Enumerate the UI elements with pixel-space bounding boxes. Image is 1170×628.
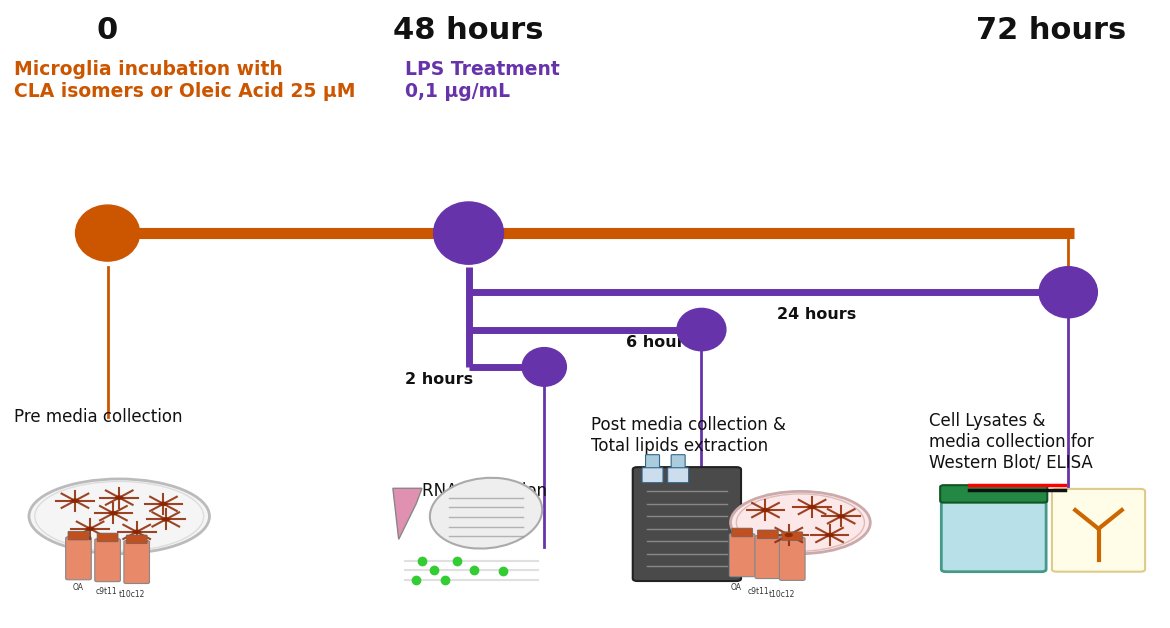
FancyBboxPatch shape	[126, 535, 147, 544]
FancyBboxPatch shape	[782, 532, 803, 541]
Ellipse shape	[807, 505, 817, 509]
Text: 48 hours: 48 hours	[393, 16, 544, 45]
Text: c9t11: c9t11	[96, 587, 117, 595]
Ellipse shape	[76, 205, 139, 261]
Ellipse shape	[70, 499, 80, 503]
FancyBboxPatch shape	[779, 538, 805, 580]
FancyBboxPatch shape	[941, 485, 1047, 502]
FancyBboxPatch shape	[646, 455, 660, 472]
FancyBboxPatch shape	[942, 498, 1046, 571]
Text: 72 hours: 72 hours	[976, 16, 1126, 45]
Ellipse shape	[159, 502, 167, 506]
Text: OA: OA	[73, 583, 83, 592]
Ellipse shape	[522, 348, 566, 386]
Ellipse shape	[434, 202, 503, 264]
FancyBboxPatch shape	[668, 468, 689, 483]
FancyBboxPatch shape	[757, 530, 778, 539]
Ellipse shape	[161, 517, 170, 522]
FancyBboxPatch shape	[66, 537, 91, 580]
Text: Post media collection &
Total lipids extraction: Post media collection & Total lipids ext…	[591, 416, 786, 455]
Text: Cell Lysates &
media collection for
Western Blot/ ELISA: Cell Lysates & media collection for West…	[929, 412, 1093, 472]
Text: RNA extraction: RNA extraction	[422, 482, 548, 501]
Text: Microglia incubation with
CLA isomers or Oleic Acid 25 μM: Microglia incubation with CLA isomers or…	[14, 60, 356, 101]
Text: t10c12: t10c12	[119, 590, 145, 599]
FancyBboxPatch shape	[124, 541, 150, 583]
FancyBboxPatch shape	[672, 455, 686, 472]
Ellipse shape	[730, 491, 870, 554]
FancyBboxPatch shape	[731, 528, 752, 537]
Text: Pre media collection: Pre media collection	[14, 408, 183, 426]
Ellipse shape	[429, 478, 542, 549]
FancyBboxPatch shape	[95, 539, 121, 582]
Text: 0: 0	[97, 16, 118, 45]
Ellipse shape	[85, 526, 95, 531]
Ellipse shape	[785, 533, 793, 537]
FancyBboxPatch shape	[729, 534, 755, 577]
Ellipse shape	[29, 479, 209, 554]
Ellipse shape	[677, 308, 725, 350]
Text: t10c12: t10c12	[769, 590, 796, 599]
Text: 2 hours: 2 hours	[405, 372, 473, 387]
FancyBboxPatch shape	[1052, 489, 1145, 571]
FancyBboxPatch shape	[755, 536, 780, 578]
FancyBboxPatch shape	[633, 467, 741, 581]
Ellipse shape	[837, 514, 846, 519]
Ellipse shape	[762, 508, 770, 512]
Text: c9t11: c9t11	[748, 587, 770, 595]
Ellipse shape	[825, 533, 834, 537]
FancyBboxPatch shape	[97, 533, 118, 542]
FancyBboxPatch shape	[68, 531, 89, 540]
Text: OA: OA	[730, 583, 742, 592]
Ellipse shape	[115, 495, 123, 500]
Text: 24 hours: 24 hours	[777, 306, 856, 322]
Text: 6 hours: 6 hours	[626, 335, 694, 350]
Ellipse shape	[132, 529, 140, 534]
Ellipse shape	[109, 511, 118, 516]
Ellipse shape	[1039, 267, 1097, 318]
Text: LPS Treatment
0,1 μg/mL: LPS Treatment 0,1 μg/mL	[405, 60, 559, 101]
Polygon shape	[393, 489, 422, 539]
FancyBboxPatch shape	[642, 468, 663, 483]
